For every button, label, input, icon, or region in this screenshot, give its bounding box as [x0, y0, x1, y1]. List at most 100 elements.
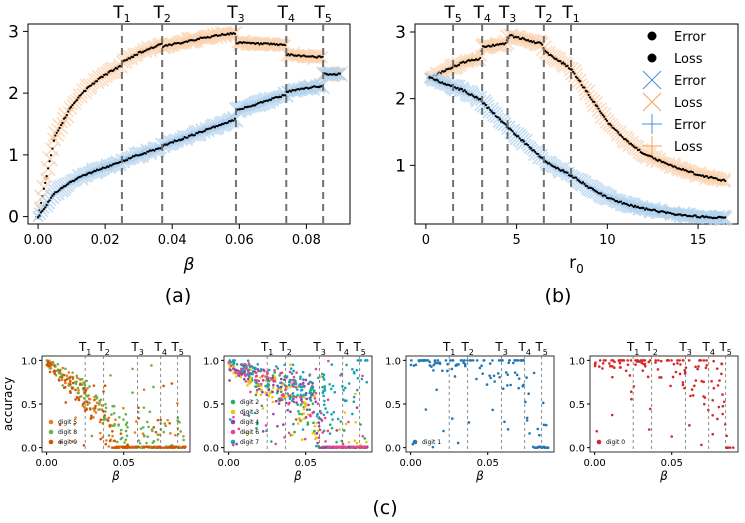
data-point: [710, 379, 713, 383]
data-point: [70, 387, 74, 390]
data-point: [247, 370, 250, 374]
x-axis-label: β: [475, 469, 484, 483]
transition-label-3-sub: 2: [546, 12, 553, 25]
data-point: [142, 388, 146, 392]
data-point: [513, 359, 516, 362]
data-point: [60, 375, 64, 379]
series-loss-point: [586, 90, 589, 93]
data-point: [481, 372, 485, 375]
data-point: [315, 436, 318, 439]
data-point: [58, 369, 61, 373]
data-point: [143, 434, 146, 438]
data-point: [361, 434, 365, 438]
series-loss-point: [631, 144, 634, 147]
transition-label-2-main: T: [494, 340, 503, 354]
transition-label-2-main: T: [226, 3, 238, 23]
data-point: [297, 384, 301, 387]
series-error-point: [465, 90, 468, 94]
data-point: [412, 364, 416, 367]
data-point: [288, 397, 292, 401]
data-point: [286, 408, 290, 412]
y-tick-label: 0.5: [569, 400, 585, 411]
series-error-point: [583, 182, 586, 186]
y-tick-label: 0.0: [203, 444, 219, 455]
data-point: [273, 371, 277, 374]
data-point: [102, 390, 105, 393]
data-point: [717, 405, 721, 409]
data-point: [315, 414, 319, 418]
data-point: [296, 393, 299, 397]
data-point: [313, 394, 316, 398]
data-point: [255, 426, 258, 430]
data-point: [681, 383, 685, 387]
transition-label-2-sub: 3: [238, 12, 245, 25]
data-point: [231, 443, 235, 447]
data-point: [51, 360, 55, 364]
data-point: [176, 402, 179, 405]
data-point: [99, 437, 102, 441]
series-loss-point: [659, 159, 662, 162]
series-loss-point: [107, 71, 110, 74]
data-point: [64, 367, 67, 371]
data-point: [657, 359, 660, 362]
legend-label: digit 9: [58, 439, 77, 446]
data-point: [361, 445, 365, 449]
data-point: [257, 379, 261, 383]
data-point: [355, 441, 359, 445]
data-point: [49, 363, 53, 367]
data-point: [246, 373, 249, 376]
data-point: [142, 406, 146, 409]
series-loss-point: [529, 39, 533, 43]
y-tick-label: 2: [395, 90, 406, 110]
data-point: [289, 367, 293, 370]
series-error-point: [548, 162, 551, 165]
transition-label-2-sub: 3: [503, 348, 508, 357]
data-point: [436, 361, 439, 365]
series-error-point: [556, 166, 559, 169]
series-error-point: [196, 132, 199, 135]
data-point: [641, 369, 645, 372]
data-point: [95, 397, 98, 400]
transition-label-0: T1: [78, 340, 91, 357]
legend-label: digit 8: [58, 429, 77, 436]
data-point: [317, 424, 321, 428]
data-point: [333, 446, 337, 449]
data-point: [125, 421, 129, 425]
data-point: [292, 375, 296, 379]
transition-label-4-main: T: [534, 340, 543, 354]
series-error-point: [48, 199, 51, 202]
series-error-point: [522, 140, 525, 143]
data-point: [716, 417, 719, 421]
data-point: [352, 400, 356, 404]
data-point: [61, 366, 65, 370]
series-error-point: [153, 149, 156, 152]
data-point: [332, 410, 336, 414]
data-point: [654, 361, 657, 364]
data-point: [670, 359, 673, 362]
data-point: [260, 404, 264, 408]
data-point: [279, 385, 283, 389]
data-point: [266, 383, 270, 387]
data-point: [323, 385, 327, 388]
data-point: [98, 399, 102, 403]
data-point: [83, 401, 86, 404]
data-point: [163, 422, 167, 425]
data-point: [441, 369, 444, 373]
y-tick-label: 1: [395, 156, 406, 176]
data-point: [106, 419, 110, 422]
data-point: [343, 411, 347, 414]
data-point: [292, 369, 295, 373]
data-point: [359, 445, 363, 449]
data-point: [244, 374, 247, 378]
series-error-point: [579, 180, 582, 183]
data-point: [612, 366, 616, 370]
data-point: [283, 375, 286, 378]
data-point: [71, 377, 75, 380]
data-point: [356, 376, 360, 380]
transition-label-4: T1: [561, 3, 579, 25]
data-point: [508, 359, 511, 362]
data-point: [112, 424, 116, 427]
data-point: [68, 376, 71, 379]
data-point: [53, 364, 56, 368]
data-point: [248, 364, 251, 367]
